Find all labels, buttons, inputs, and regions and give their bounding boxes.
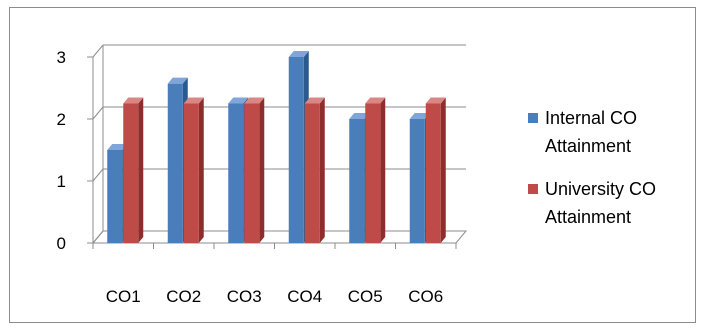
bar-CO1-university — [123, 103, 139, 243]
bar-top-CO4-0 — [288, 51, 309, 57]
legend-label-line1: University CO — [545, 179, 656, 199]
x-tick-label: CO3 — [227, 287, 262, 306]
bar-side-CO1-1 — [138, 97, 144, 243]
gridline-diag-3 — [92, 44, 104, 58]
bar-CO6-university — [425, 103, 441, 243]
x-tick-label: CO6 — [408, 287, 443, 306]
bar-top-CO6-0 — [409, 113, 430, 119]
x-tick-label: CO4 — [287, 287, 322, 306]
bar-CO2-university — [183, 103, 199, 243]
bar-CO2-internal — [167, 83, 183, 243]
legend-swatch — [528, 113, 538, 123]
y-tick-label: 1 — [57, 172, 66, 191]
bar-top-CO2-1 — [183, 97, 204, 104]
bar-top-CO2-0 — [167, 77, 188, 84]
bar-CO3-internal — [228, 103, 244, 243]
bar-top-CO5-0 — [349, 113, 370, 119]
bar-side-CO3-1 — [259, 97, 265, 243]
bar-side-CO5-1 — [380, 97, 386, 243]
bar-side-CO4-1 — [319, 97, 325, 243]
bar-side-CO6-1 — [440, 97, 446, 243]
x-tick-label: CO5 — [348, 287, 383, 306]
legend-label-line2: Attainment — [545, 207, 631, 227]
gridline-diag-1 — [92, 168, 104, 182]
bar-CO3-university — [244, 103, 260, 243]
y-tick-label: 2 — [57, 110, 66, 129]
bar-CO4-internal — [288, 57, 304, 243]
bar-CO5-internal — [349, 119, 365, 243]
legend-swatch — [528, 184, 538, 194]
bar-CO6-internal — [409, 119, 425, 243]
bar-CO1-internal — [107, 150, 123, 243]
bar-top-CO1-0 — [107, 144, 128, 150]
bar-top-CO6-1 — [425, 97, 446, 104]
bar-top-CO3-1 — [244, 97, 265, 104]
gridline-diag-2 — [92, 106, 104, 120]
legend-label-line2: Attainment — [545, 136, 631, 156]
bar-top-CO5-1 — [365, 97, 386, 104]
y-tick-label: 3 — [57, 48, 66, 67]
x-tick-label: CO1 — [106, 287, 141, 306]
y-tick-label: 0 — [57, 234, 66, 253]
x-tick-label: CO2 — [166, 287, 201, 306]
bar-top-CO1-1 — [123, 97, 144, 104]
bar-side-CO2-1 — [198, 97, 204, 243]
bar-top-CO3-0 — [228, 97, 249, 104]
bar-top-CO4-1 — [304, 97, 325, 104]
bar-CO4-university — [304, 103, 320, 243]
bar-CO5-university — [365, 103, 381, 243]
legend-label-line1: Internal CO — [545, 108, 637, 128]
